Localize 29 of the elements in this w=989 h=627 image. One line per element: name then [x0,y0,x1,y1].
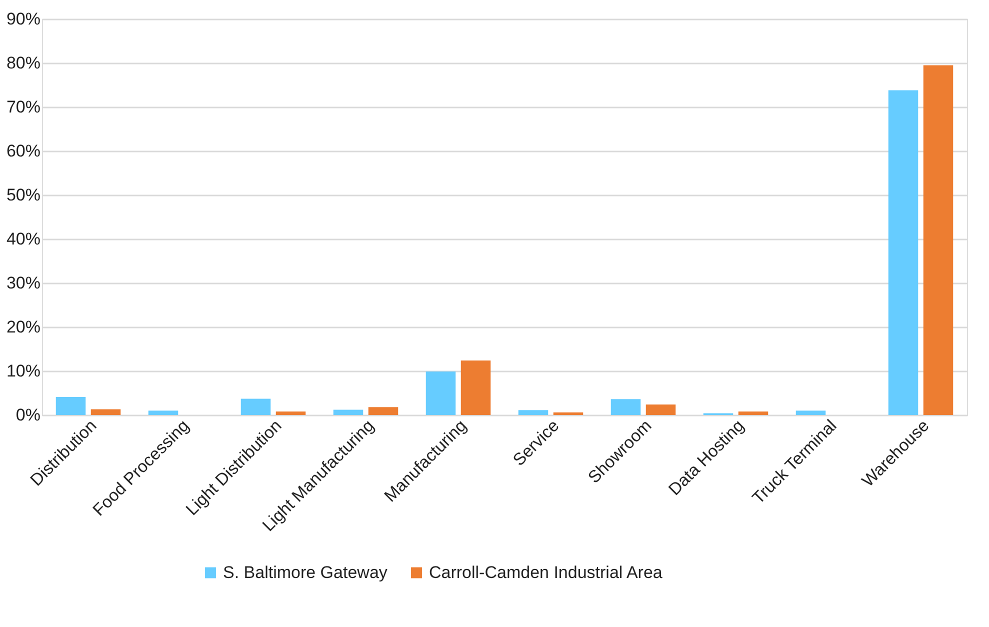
legend-label: Carroll-Camden Industrial Area [429,562,663,582]
bar [646,404,676,415]
bar [276,411,306,415]
y-tick-label: 50% [6,186,40,204]
bar [368,407,398,415]
bar [610,399,641,415]
y-tick-label: 70% [6,98,40,116]
bar [923,65,954,415]
y-tick-label: 40% [6,230,40,248]
y-tick-label: 30% [6,274,40,292]
y-tick-label: 80% [6,54,40,72]
bar [553,412,584,415]
bar [738,411,768,415]
bar [90,409,121,415]
y-tick-label: 20% [6,318,40,336]
bar [426,371,456,415]
bar [888,90,918,415]
legend-label: S. Baltimore Gateway [223,562,388,582]
y-tick-label: 60% [6,142,40,160]
bar [518,410,548,415]
bar [56,396,86,415]
bar [148,410,178,415]
y-tick-label: 10% [6,362,40,380]
bar [333,410,364,415]
y-tick-label: 0% [16,406,40,424]
bar [240,398,271,415]
bar [796,410,826,415]
bar [460,360,491,415]
y-tick-label: 90% [6,10,40,28]
